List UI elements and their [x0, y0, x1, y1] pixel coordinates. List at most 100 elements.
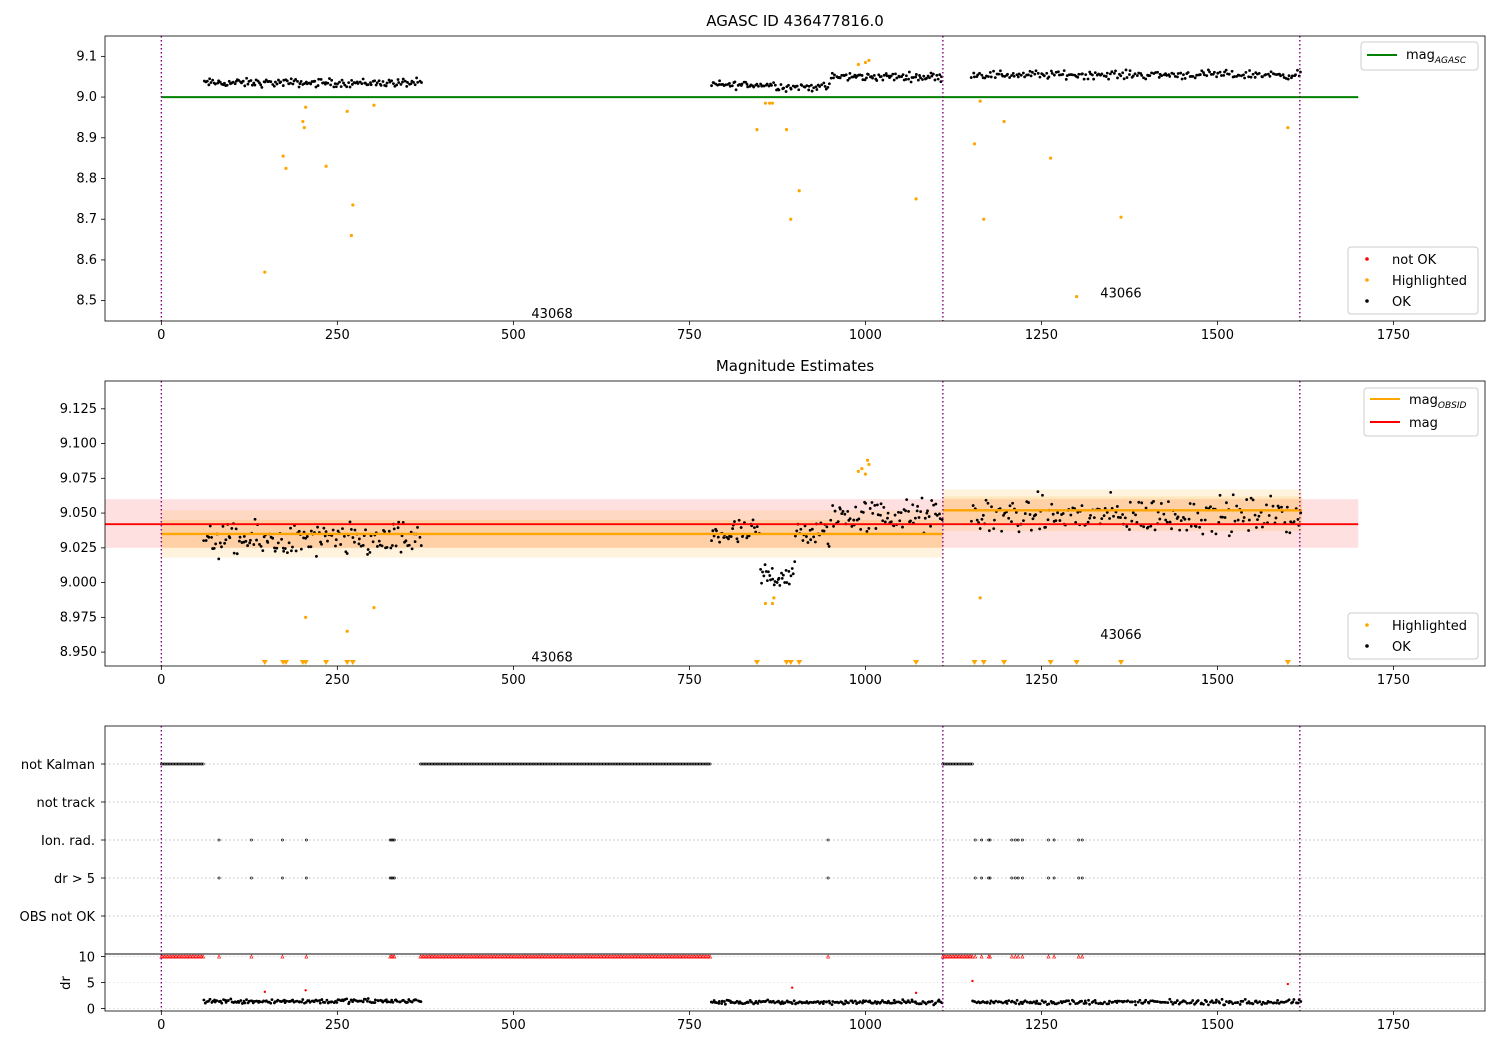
middle-ok-point [836, 520, 840, 524]
flags-row-marker [488, 762, 492, 766]
top-obsid-label: 43068 [531, 307, 572, 322]
middle-axes-frame [104, 380, 1486, 667]
top-ok-point [922, 74, 926, 78]
middle-ok-point [1242, 516, 1246, 519]
middle-ok-point [1296, 517, 1300, 521]
top-ok-point [826, 86, 830, 89]
top-ok-point [347, 81, 351, 85]
dr-xtick-label: 0 [157, 1018, 165, 1033]
middle-ok-point [1002, 513, 1005, 517]
top-ytick-label: 8.8 [76, 172, 97, 187]
dr-not-ok-marker [249, 954, 254, 959]
flags-row-marker [467, 762, 470, 766]
dr-not-ok-marker [280, 954, 285, 959]
flags-row-marker [482, 762, 486, 766]
dr-ok-point [988, 1001, 992, 1005]
dr-not-ok-marker [1076, 954, 1081, 959]
middle-ok-point [766, 570, 770, 574]
flags-row-marker [390, 838, 393, 842]
dr-ok-point [330, 1000, 334, 1004]
middle-ok-point [875, 503, 879, 507]
top-ok-point [272, 84, 276, 88]
middle-ok-point [765, 579, 769, 583]
middle-ok-point [368, 551, 372, 554]
dr-ok-point [1035, 999, 1039, 1003]
top-xtick-label: 250 [325, 328, 350, 343]
middle-ok-point [273, 546, 276, 550]
top-ok-point [879, 75, 883, 78]
top-ok-point [1182, 73, 1185, 77]
middle-ok-point [893, 513, 897, 517]
dr-panel: 0 5 10 dr 0 250 500 750 1000 1250 1500 1750 [59, 951, 1486, 1033]
middle-ok-point [1115, 505, 1119, 508]
dr-ok-point [347, 1000, 351, 1004]
top-ok-point [884, 72, 888, 75]
flags-row-marker [949, 762, 953, 766]
middle-ok-point [387, 529, 391, 533]
middle-ok-point [886, 516, 889, 520]
middle-ok-point [1259, 510, 1263, 514]
top-ok-point [865, 76, 868, 80]
top-ok-point [717, 83, 721, 86]
dr-ok-point [1001, 1001, 1005, 1005]
middle-highlighted-offscale-marker [1073, 660, 1080, 665]
top-ok-point [207, 83, 211, 87]
top-ok-point [275, 82, 279, 86]
middle-ok-point [759, 567, 762, 571]
dr-ok-point [911, 1000, 914, 1003]
top-ok-point [889, 74, 893, 78]
flags-row-marker [649, 762, 653, 766]
top-ok-point [313, 79, 317, 83]
top-ok-point [1294, 73, 1297, 77]
dr-ok-point [1210, 999, 1214, 1003]
top-ok-point [752, 85, 756, 89]
dr-ok-point [847, 1001, 850, 1005]
middle-ok-point [1149, 524, 1153, 528]
top-highlighted-point [345, 109, 349, 113]
dr-ok-point [1088, 1002, 1091, 1006]
top-ok-point [1107, 77, 1110, 81]
top-ok-point [384, 84, 388, 88]
middle-ok-point [220, 545, 223, 549]
dr-ok-point [1004, 999, 1008, 1003]
dr-ok-point [208, 997, 212, 1001]
top-ok-point [233, 82, 237, 86]
middle-ok-point [248, 541, 252, 545]
flags-row-marker [643, 762, 647, 766]
flags-row-marker [1047, 838, 1050, 842]
flags-row-marker [532, 762, 535, 766]
top-ok-point [832, 76, 835, 80]
middle-ok-point [747, 534, 751, 538]
middle-ok-point [801, 539, 805, 542]
flags-row-marker [680, 762, 684, 766]
dr-ok-point [1256, 1001, 1259, 1005]
middle-ok-point [253, 517, 257, 521]
middle-ok-point [399, 550, 403, 554]
flags-row-marker [970, 762, 974, 766]
middle-ok-point [223, 541, 227, 545]
middle-ok-point [1159, 502, 1163, 505]
middle-ok-point [353, 528, 357, 532]
dr-ok-point [308, 1000, 312, 1004]
top-ok-point [872, 74, 876, 77]
top-ok-point [997, 72, 1001, 76]
top-ok-point [406, 81, 409, 84]
top-ok-point [1281, 73, 1285, 77]
top-ok-point [1251, 72, 1255, 76]
top-ok-point [1135, 74, 1139, 78]
top-ok-point [369, 83, 373, 87]
flags-row-marker [186, 762, 190, 766]
middle-ok-point [806, 541, 810, 544]
middle-ok-point [286, 551, 289, 555]
flags-row-marker [484, 762, 487, 766]
middle-ok-point [984, 498, 988, 502]
top-ok-point [846, 78, 850, 82]
top-ok-point [289, 77, 293, 81]
flags-row-marker [189, 762, 193, 766]
middle-ok-point [1119, 516, 1122, 519]
flags-row-marker [1077, 838, 1081, 842]
flags-row-marker [549, 762, 552, 766]
dr-ok-point [756, 1001, 760, 1005]
middle-ok-point [316, 525, 319, 529]
dr-ok-point [1254, 999, 1258, 1003]
